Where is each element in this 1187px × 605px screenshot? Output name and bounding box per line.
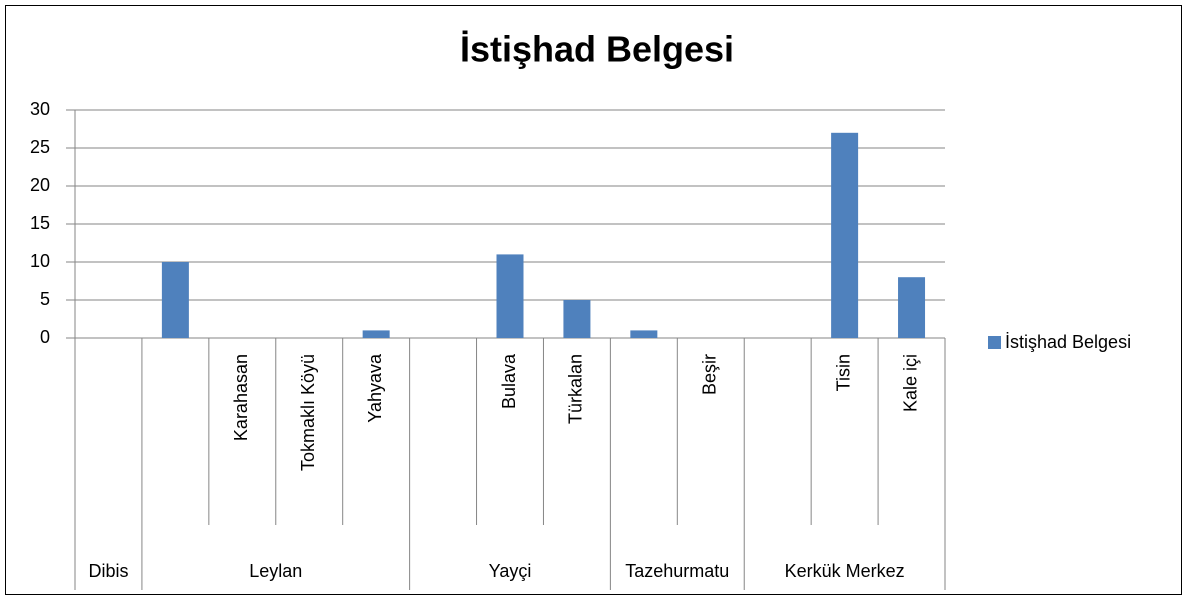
- bar: [563, 300, 591, 338]
- group-label: Yayçi: [489, 561, 532, 581]
- group-label: Dibis: [88, 561, 128, 581]
- legend-label: İstişhad Belgesi: [1005, 332, 1131, 352]
- x-tick-label: Kale içi: [900, 354, 920, 412]
- chart-title: İstişhad Belgesi: [460, 29, 734, 70]
- bar: [362, 330, 390, 338]
- x-tick-label: Tisin: [833, 354, 853, 391]
- bar: [630, 330, 658, 338]
- y-tick-label: 10: [30, 251, 50, 271]
- y-tick-label: 5: [40, 289, 50, 309]
- legend-swatch: [988, 336, 1001, 349]
- y-tick-label: 30: [30, 99, 50, 119]
- y-tick-label: 25: [30, 137, 50, 157]
- group-label: Tazehurmatu: [625, 561, 729, 581]
- x-tick-label: Yahyava: [365, 353, 385, 423]
- group-label: Leylan: [249, 561, 302, 581]
- x-tick-label: Tokmaklı Köyü: [298, 354, 318, 471]
- y-tick-label: 15: [30, 213, 50, 233]
- bar: [898, 277, 926, 338]
- y-tick-label: 0: [40, 327, 50, 347]
- x-tick-label: Beşir: [700, 354, 720, 395]
- bar: [831, 132, 859, 338]
- x-tick-label: Türkalan: [566, 354, 586, 424]
- group-label: Kerkük Merkez: [785, 561, 905, 581]
- bar: [496, 254, 524, 338]
- y-tick-label: 20: [30, 175, 50, 195]
- x-tick-label: Bulava: [499, 353, 519, 409]
- bar: [161, 262, 189, 338]
- x-tick-label: Karahasan: [231, 354, 251, 441]
